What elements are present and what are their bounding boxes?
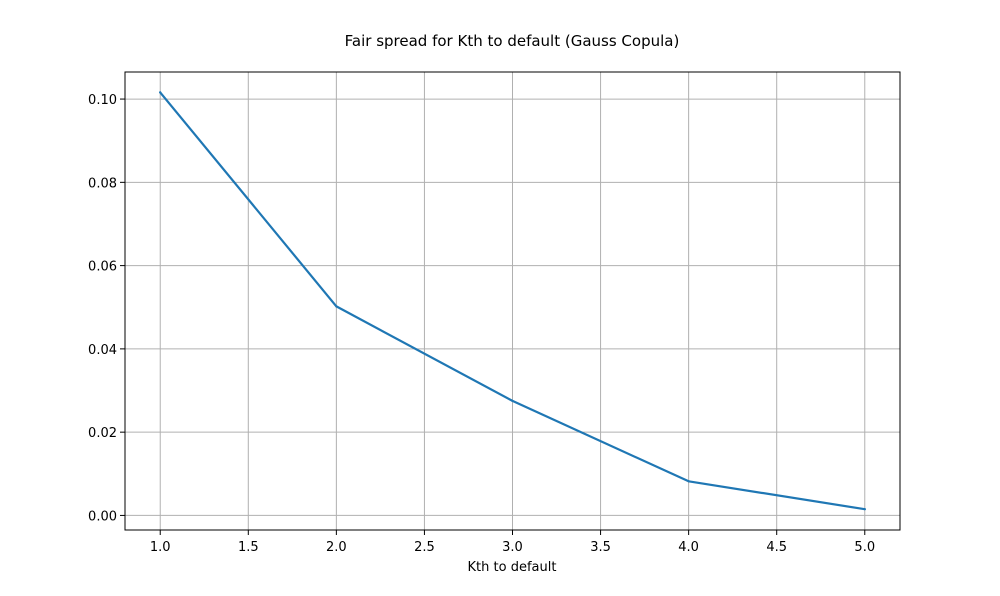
x-tick-label: 2.0 [326, 540, 347, 555]
y-tick-label: 0.06 [88, 260, 117, 275]
y-tick-label: 0.02 [88, 426, 117, 441]
data-point [335, 305, 338, 308]
y-tick-label: 0.00 [88, 509, 117, 524]
data-point [687, 480, 690, 483]
y-tick-label: 0.08 [88, 176, 117, 191]
y-tick-label: 0.04 [88, 343, 117, 358]
x-tick-label: 1.5 [238, 540, 259, 555]
y-tick-label: 0.10 [88, 93, 117, 108]
grid [125, 72, 900, 530]
x-tick-label: 2.5 [414, 540, 435, 555]
chart-title: Fair spread for Kth to default (Gauss Co… [345, 32, 680, 50]
y-axis: 0.00 0.02 0.04 0.06 0.08 0.10 [88, 93, 125, 524]
x-axis: 1.0 1.5 2.0 2.5 3.0 3.5 4.0 4.5 5.0 [150, 530, 875, 555]
series-group [159, 91, 866, 511]
x-tick-label: 1.0 [150, 540, 171, 555]
x-tick-label: 5.0 [854, 540, 875, 555]
data-point [863, 508, 866, 511]
x-tick-label: 4.5 [766, 540, 787, 555]
data-point [159, 91, 162, 94]
data-point [511, 399, 514, 403]
x-tick-label: 4.0 [678, 540, 699, 555]
x-axis-label: Kth to default [468, 560, 557, 575]
x-tick-label: 3.5 [590, 540, 611, 555]
x-tick-label: 3.0 [502, 540, 523, 555]
